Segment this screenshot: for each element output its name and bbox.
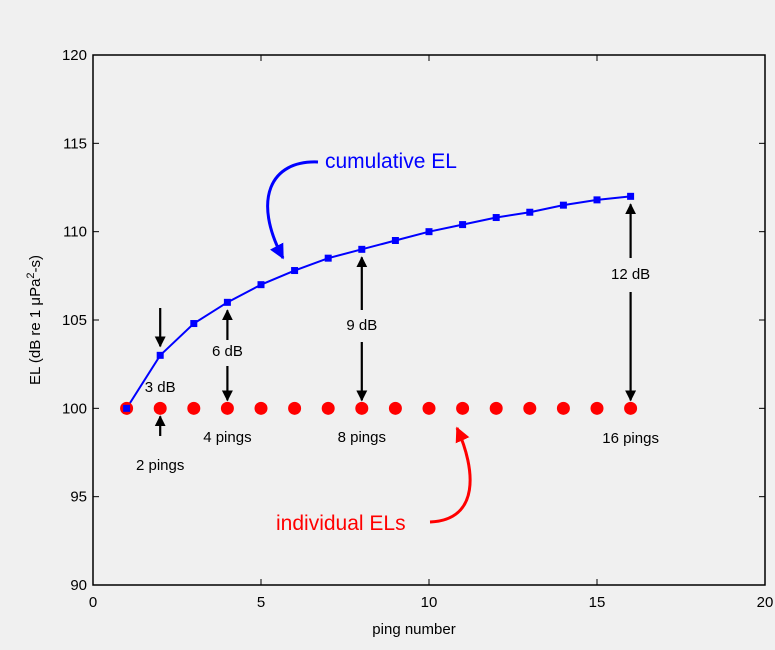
label-8-pings: 8 pings	[338, 429, 386, 446]
x-tick-label: 5	[257, 594, 265, 611]
y-tick-label: 90	[70, 577, 87, 594]
point-cumulative-el	[459, 221, 467, 229]
point-cumulative-el	[593, 196, 601, 204]
label-3-db: 3 dB	[145, 379, 176, 396]
point-individual-el	[456, 401, 470, 415]
y-axis-label-superscript: 2	[25, 272, 37, 278]
point-cumulative-el	[223, 298, 231, 306]
y-axis-label-suffix: -s)	[27, 255, 44, 273]
y-tick-label: 110	[63, 224, 87, 241]
point-individual-el	[388, 401, 402, 415]
point-individual-el	[153, 401, 167, 415]
point-cumulative-el	[526, 208, 534, 216]
label-16-pings: 16 pings	[602, 430, 659, 447]
y-tick-label: 100	[62, 400, 87, 417]
callout-arrow-cumulative	[266, 160, 319, 260]
point-individual-el	[321, 401, 335, 415]
point-cumulative-el	[291, 267, 299, 275]
series-line-cumulative	[125, 195, 631, 409]
x-tick-label: 10	[421, 594, 438, 611]
callout-individual-els: individual ELs	[276, 512, 406, 535]
axis-ticks: 0 5 10 15 20 90 95 100 105 110 115 120	[62, 47, 773, 611]
point-cumulative-el	[627, 192, 635, 200]
point-individual-el	[590, 401, 604, 415]
y-tick-label: 105	[62, 312, 87, 329]
point-cumulative-el	[324, 254, 332, 262]
point-individual-el	[489, 401, 503, 415]
y-tick-label: 95	[70, 489, 87, 506]
y-tick-label: 120	[62, 47, 87, 64]
point-individual-el	[556, 401, 570, 415]
y-tick-label: 115	[63, 135, 87, 152]
point-cumulative-el	[123, 404, 131, 412]
point-individual-el	[422, 401, 436, 415]
x-tick-label: 20	[757, 594, 774, 611]
y-axis-label: EL (dB re 1 μPa2-s)	[25, 255, 44, 385]
x-tick-label: 15	[589, 594, 606, 611]
point-individual-el	[288, 401, 302, 415]
axes-frame	[92, 54, 766, 586]
point-individual-el	[355, 401, 369, 415]
series-marks	[120, 192, 638, 415]
point-individual-el	[624, 401, 638, 415]
label-12-db: 12 dB	[611, 266, 650, 283]
label-9-db: 9 dB	[346, 317, 377, 334]
label-6-db: 6 dB	[212, 343, 243, 360]
point-cumulative-el	[492, 214, 500, 222]
point-individual-el	[220, 401, 234, 415]
label-4-pings: 4 pings	[203, 429, 251, 446]
series-layer	[125, 195, 631, 409]
x-tick-label: 0	[89, 594, 97, 611]
point-cumulative-el	[190, 320, 198, 328]
y-axis-label-prefix: EL (dB re 1 μPa	[27, 278, 44, 385]
point-cumulative-el	[559, 201, 567, 209]
label-2-pings: 2 pings	[136, 457, 184, 474]
point-individual-el	[523, 401, 537, 415]
point-cumulative-el	[358, 245, 366, 253]
annotation-arrows	[154, 160, 637, 524]
point-cumulative-el	[425, 228, 433, 236]
point-cumulative-el	[391, 237, 399, 244]
point-cumulative-el	[156, 351, 164, 359]
point-individual-el	[254, 401, 268, 415]
callout-cumulative-el: cumulative EL	[325, 150, 457, 173]
point-individual-el	[187, 401, 201, 415]
x-axis-label: ping number	[372, 621, 455, 638]
callout-arrow-individual	[429, 426, 472, 524]
point-cumulative-el	[257, 281, 265, 289]
